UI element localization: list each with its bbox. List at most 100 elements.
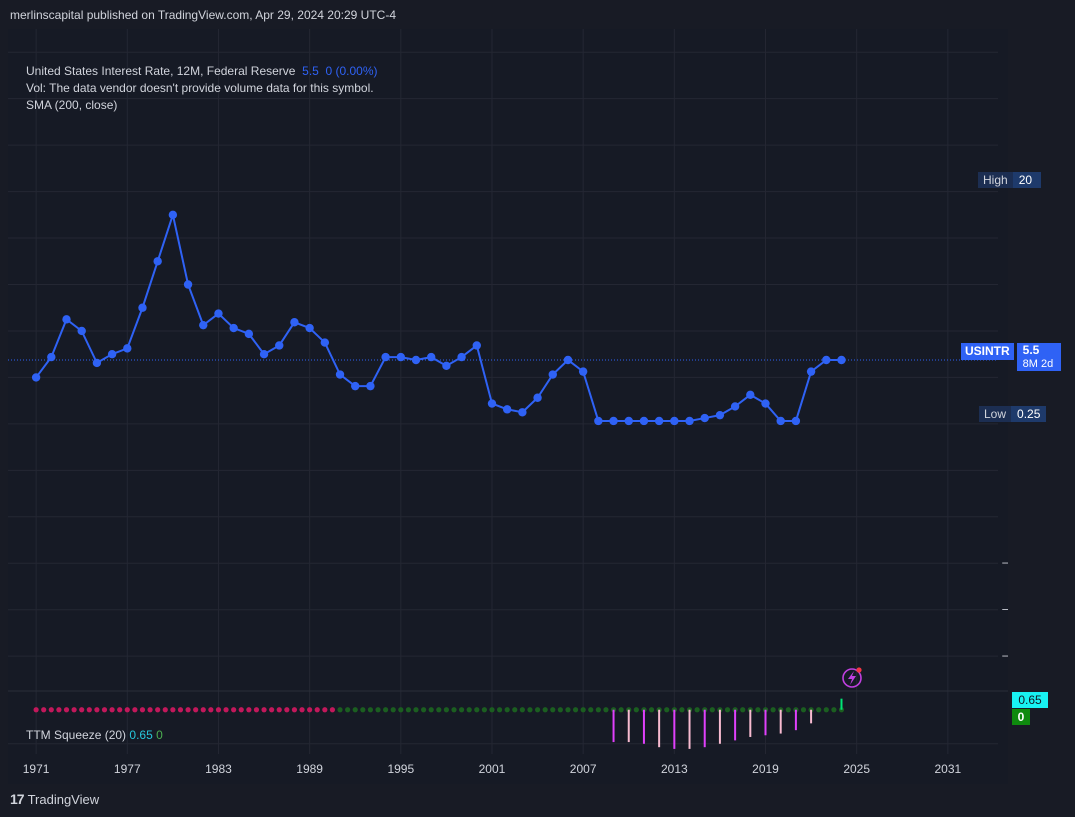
rate-data-point bbox=[153, 257, 162, 266]
ttm-squeeze-dot bbox=[421, 707, 427, 713]
ttm-squeeze-dot bbox=[352, 707, 358, 713]
ttm-squeeze-dot bbox=[458, 707, 465, 713]
ttm-legend[interactable]: TTM Squeeze (20) 0.65 0 bbox=[26, 728, 163, 742]
ttm-squeeze-dot bbox=[595, 707, 601, 713]
time-tick-label: 2031 bbox=[935, 762, 962, 776]
ttm-squeeze-dot bbox=[101, 707, 108, 713]
ttm-squeeze-dot bbox=[193, 707, 199, 713]
ttm-squeeze-dot bbox=[565, 707, 571, 713]
symbol-last-value: 5.5 bbox=[302, 64, 319, 78]
ttm-squeeze-dot bbox=[648, 707, 655, 713]
alert-lightning-icon[interactable] bbox=[842, 667, 862, 688]
ttm-squeeze-dot bbox=[390, 707, 396, 713]
ttm-squeeze-dot bbox=[816, 707, 822, 713]
ttm-squeeze-dot bbox=[504, 707, 510, 713]
rate-data-point bbox=[138, 303, 147, 312]
rate-data-point bbox=[47, 352, 56, 362]
time-axis[interactable]: 1971 1977 1983 1989 1995 2001 2007 2013 2019 2025… bbox=[23, 762, 962, 776]
ttm-squeeze-dot bbox=[709, 707, 715, 713]
rate-data-point bbox=[427, 352, 436, 362]
rate-data-point bbox=[168, 210, 178, 220]
tradingview-logo-icon: 17 bbox=[10, 791, 25, 807]
symbol-change: 0 (0.00%) bbox=[325, 64, 378, 78]
time-tick-label: 2007 bbox=[570, 762, 597, 776]
price-axis[interactable]: 32282420161284−4−8−12−16−20−2 bbox=[1002, 45, 1008, 751]
ttm-squeeze-dot bbox=[785, 707, 791, 713]
ttm-squeeze-dot bbox=[155, 707, 161, 713]
high-value: 20 bbox=[1012, 172, 1042, 188]
ttm-squeeze-dot bbox=[496, 707, 503, 713]
rate-data-point bbox=[457, 352, 466, 362]
sma-legend[interactable]: SMA (200, close) bbox=[26, 98, 118, 112]
price-tick-label: −16 bbox=[1002, 603, 1008, 617]
price-tick-label: −12 bbox=[1002, 556, 1008, 570]
ttm-squeeze-dot bbox=[588, 707, 594, 713]
ttm-squeeze-dot bbox=[428, 707, 434, 713]
ttm-squeeze-dot bbox=[231, 707, 237, 713]
ttm-squeeze-dot bbox=[800, 707, 807, 713]
rate-data-point bbox=[533, 393, 542, 402]
time-tick-label: 2001 bbox=[479, 762, 506, 776]
time-tick-label: 1989 bbox=[296, 762, 323, 776]
ttm-squeeze-dot bbox=[405, 707, 412, 713]
ttm-squeeze-dot bbox=[633, 707, 639, 713]
rate-data-point bbox=[639, 416, 649, 426]
ttm-squeeze-dot bbox=[299, 707, 305, 713]
ttm-squeeze-dot bbox=[724, 707, 731, 713]
rate-data-point bbox=[92, 358, 102, 368]
ttm-squeeze-dot bbox=[215, 707, 222, 713]
footer: 17 TradingView bbox=[0, 785, 1075, 817]
rate-data-point bbox=[685, 416, 694, 426]
ttm-squeeze-dot bbox=[831, 707, 837, 713]
rate-data-point bbox=[366, 381, 375, 391]
rate-data-point bbox=[548, 370, 557, 379]
ttm-squeeze-dot bbox=[413, 707, 419, 713]
ttm-squeeze-dot bbox=[755, 707, 761, 713]
ttm-squeeze-dot bbox=[170, 707, 176, 713]
tradingview-brand: TradingView bbox=[27, 791, 100, 807]
ttm-label: TTM Squeeze (20) bbox=[26, 728, 127, 742]
rate-data-point bbox=[761, 399, 770, 408]
high-label: High bbox=[978, 172, 1013, 188]
rate-data-point bbox=[654, 416, 664, 426]
rate-data-point bbox=[396, 352, 406, 362]
ttm-squeeze-dot bbox=[329, 707, 336, 713]
rate-data-point bbox=[776, 416, 785, 426]
volume-legend[interactable]: Vol: The data vendor doesn't provide vol… bbox=[26, 81, 374, 95]
rate-data-point bbox=[123, 344, 132, 353]
rate-data-point bbox=[670, 416, 679, 426]
time-tick-label: 1983 bbox=[205, 762, 232, 776]
ttm-squeeze-dot bbox=[79, 707, 85, 713]
tradingview-logo[interactable]: 17 TradingView bbox=[10, 791, 99, 807]
rate-data-point bbox=[518, 408, 527, 417]
rate-data-point bbox=[199, 320, 208, 330]
ttm-squeeze-dot bbox=[740, 707, 746, 713]
ttm-squeeze-dot bbox=[314, 707, 320, 713]
rate-data-point bbox=[487, 399, 497, 408]
ttm-zero: 0 bbox=[156, 728, 163, 742]
ttm-squeeze-dot bbox=[375, 707, 381, 713]
rate-series-points bbox=[31, 210, 846, 426]
ttm-squeeze-dot bbox=[451, 707, 457, 713]
ttm-squeeze-dot bbox=[223, 707, 229, 713]
chart-svg[interactable]: 32282420161284−4−8−12−16−20−2 1971197719… bbox=[8, 29, 1008, 784]
rate-data-point bbox=[275, 341, 284, 350]
symbol-legend[interactable]: United States Interest Rate, 12M, Federa… bbox=[26, 64, 378, 78]
ttm-squeeze-dot bbox=[41, 707, 47, 713]
ttm-squeeze-dot bbox=[542, 707, 548, 713]
ttm-squeeze-dot bbox=[238, 707, 244, 713]
rate-data-point bbox=[244, 329, 254, 339]
rate-data-point bbox=[305, 323, 314, 333]
price-tick-label: −20 bbox=[1002, 649, 1008, 663]
ttm-squeeze-dot bbox=[177, 707, 184, 713]
rate-data-point bbox=[31, 373, 41, 382]
ttm-squeeze-dot bbox=[618, 707, 624, 713]
ttm-squeeze-dot bbox=[436, 707, 442, 713]
chart-area[interactable]: 32282420161284−4−8−12−16−20−2 1971197719… bbox=[8, 29, 1008, 784]
symbol-badge-value: 5.5 8M 2d bbox=[1016, 343, 1062, 371]
ttm-squeeze-dot bbox=[534, 707, 541, 713]
ttm-squeeze-dot bbox=[94, 707, 100, 713]
ttm-squeeze-dot bbox=[770, 707, 776, 713]
low-value: 0.25 bbox=[1011, 406, 1047, 422]
grid-layer bbox=[8, 29, 998, 754]
